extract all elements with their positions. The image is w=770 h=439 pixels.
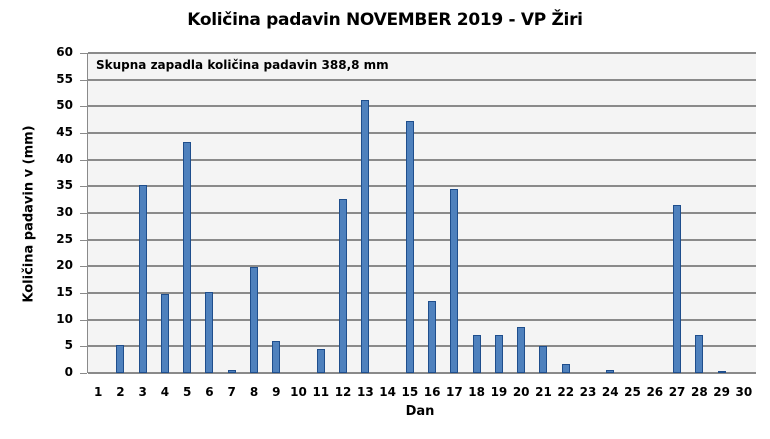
bar-day-27 xyxy=(673,204,682,373)
x-tick-label: 15 xyxy=(401,385,419,399)
x-tick-label: 19 xyxy=(490,385,508,399)
y-tick xyxy=(80,53,87,54)
bar-day-16 xyxy=(428,301,437,373)
x-tick-label: 22 xyxy=(557,385,575,399)
bar-day-20 xyxy=(517,327,526,373)
gridline xyxy=(88,132,756,134)
x-tick-label: 1 xyxy=(93,385,103,399)
x-tick-label: 26 xyxy=(646,385,664,399)
y-tick-label: 35 xyxy=(56,178,73,193)
gridline xyxy=(88,105,756,108)
x-tick-label: 18 xyxy=(468,385,485,399)
gridline xyxy=(88,345,756,348)
y-tick-label: 60 xyxy=(56,45,73,59)
bar-day-2 xyxy=(116,344,125,373)
x-tick-label: 9 xyxy=(272,385,281,399)
x-tick-label: 29 xyxy=(713,385,730,399)
x-tick-label: 11 xyxy=(312,385,330,399)
x-tick-label: 16 xyxy=(423,385,441,399)
y-axis-title: Količina padavin v (mm) xyxy=(21,125,37,303)
y-tick xyxy=(80,293,87,294)
y-tick-label: 20 xyxy=(56,258,73,273)
x-tick-label: 10 xyxy=(290,385,307,399)
y-tick xyxy=(80,373,87,374)
y-tick-label: 30 xyxy=(56,205,73,219)
y-tick-label: 50 xyxy=(56,98,73,113)
y-tick-label: 15 xyxy=(56,285,73,299)
y-tick xyxy=(80,79,87,81)
bar-day-17 xyxy=(450,188,459,373)
bar-day-11 xyxy=(316,349,325,373)
y-tick xyxy=(80,186,87,188)
x-tick-label: 3 xyxy=(138,385,147,399)
x-tick-label: 30 xyxy=(735,385,753,399)
plot-area: Skupna zapadla količina padavin 388,8 mm xyxy=(87,52,756,374)
x-tick-label: 13 xyxy=(356,385,374,399)
chart-title: Količina padavin NOVEMBER 2019 - VP Žiri xyxy=(187,10,583,30)
x-tick-label: 8 xyxy=(249,385,259,399)
bar-day-29 xyxy=(717,370,726,373)
gridline xyxy=(88,158,756,161)
total-annotation: Skupna zapadla količina padavin 388,8 mm xyxy=(96,58,389,72)
bar-day-6 xyxy=(205,292,214,373)
bar-day-24 xyxy=(606,369,615,373)
bar-day-19 xyxy=(494,335,503,373)
y-tick xyxy=(80,346,87,348)
y-tick-label: 45 xyxy=(56,125,73,139)
y-tick xyxy=(80,133,87,134)
x-tick-label: 14 xyxy=(379,385,396,399)
x-tick-label: 2 xyxy=(116,385,125,399)
bar-day-28 xyxy=(695,335,704,373)
x-tick-label: 24 xyxy=(601,385,619,399)
bar-day-4 xyxy=(160,294,169,373)
y-tick-label: 40 xyxy=(56,151,73,166)
gridline xyxy=(88,212,756,214)
x-tick-label: 12 xyxy=(334,385,352,399)
bar-day-22 xyxy=(561,364,570,373)
bar-day-3 xyxy=(138,185,147,373)
bar-day-8 xyxy=(250,266,258,373)
x-axis-title: Dan xyxy=(405,404,435,419)
gridline xyxy=(88,78,756,81)
x-tick-label: 21 xyxy=(535,385,552,399)
y-tick xyxy=(80,266,87,268)
y-tick xyxy=(80,239,87,241)
x-tick-label: 7 xyxy=(227,385,236,399)
y-tick-label: 10 xyxy=(56,311,73,326)
y-tick-label: 5 xyxy=(64,338,73,353)
x-tick-label: 5 xyxy=(183,385,192,399)
y-tick xyxy=(80,159,87,161)
x-axis-line xyxy=(88,372,756,374)
y-tick xyxy=(80,213,87,214)
x-tick-label: 28 xyxy=(690,385,708,399)
gridline xyxy=(88,185,756,188)
x-tick-label: 23 xyxy=(579,385,597,399)
x-tick-label: 27 xyxy=(668,385,686,399)
gridline xyxy=(88,238,756,241)
y-tick-label: 55 xyxy=(56,71,73,86)
bar-day-13 xyxy=(361,100,370,373)
x-tick-label: 6 xyxy=(205,385,214,399)
gridline xyxy=(88,318,756,321)
bar-day-7 xyxy=(227,369,236,373)
bar-day-9 xyxy=(272,341,281,373)
y-tick-label: 25 xyxy=(56,231,73,246)
bar-day-18 xyxy=(472,335,481,373)
gridline xyxy=(88,265,756,268)
bar-day-12 xyxy=(339,198,348,373)
x-tick-label: 20 xyxy=(512,385,530,399)
y-tick xyxy=(80,106,87,108)
y-tick xyxy=(80,319,87,321)
gridline xyxy=(88,292,756,294)
y-tick-label: 0 xyxy=(64,365,73,379)
x-tick-label: 17 xyxy=(446,385,463,399)
x-tick-label: 25 xyxy=(624,385,641,399)
bar-day-15 xyxy=(405,120,414,373)
gridline xyxy=(88,52,756,54)
bar-day-5 xyxy=(183,142,192,373)
bar-day-21 xyxy=(539,345,548,373)
x-tick-label: 4 xyxy=(160,385,170,399)
